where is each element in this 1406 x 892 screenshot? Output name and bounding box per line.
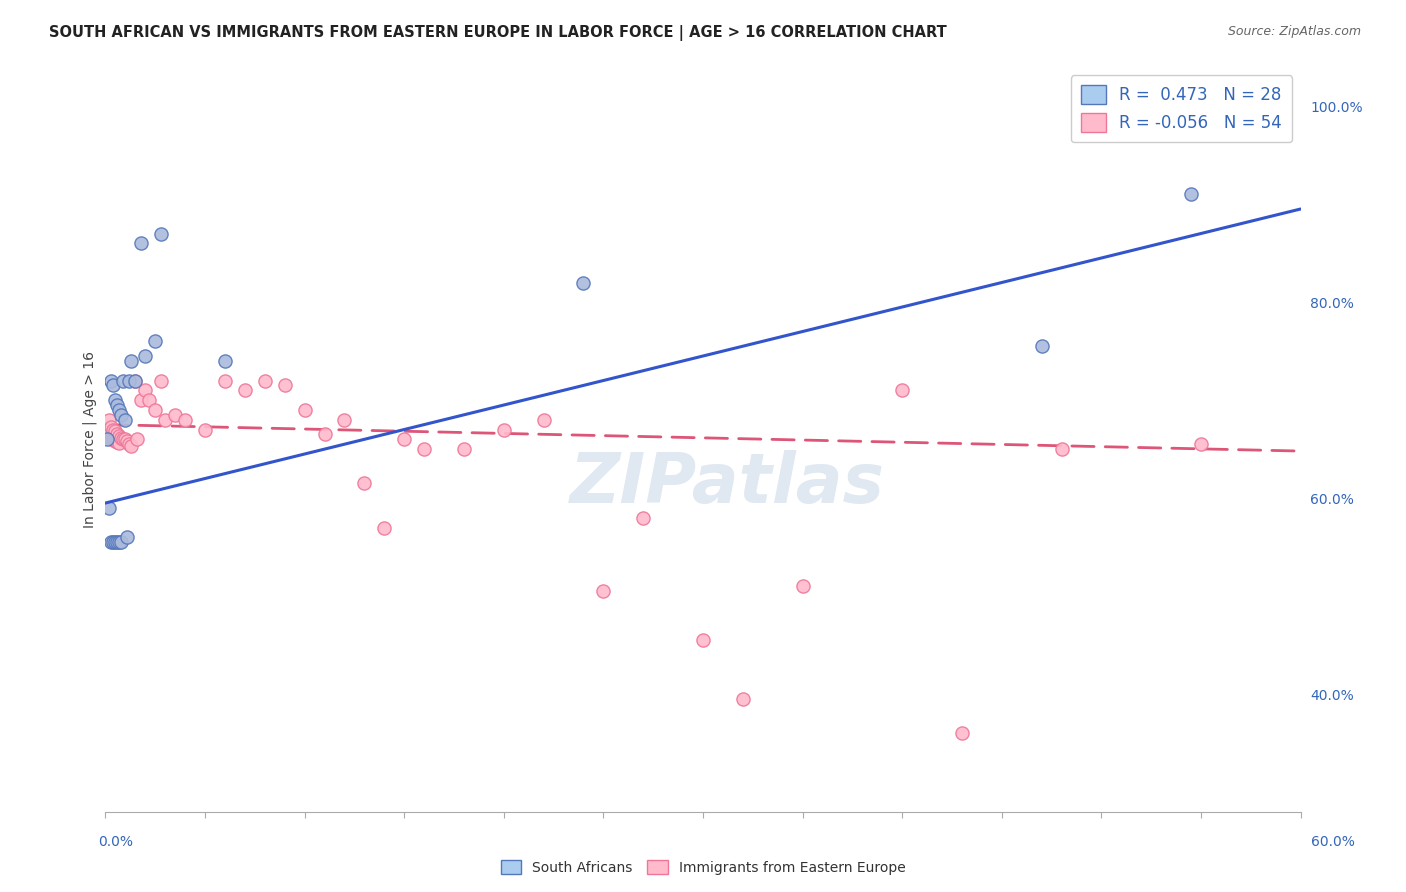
Point [98,500,121,515]
Point [107,427,129,442]
Point [143,334,166,349]
Text: 60.0%: 60.0% [1310,835,1355,848]
Point [110,408,132,422]
Y-axis label: In Labor Force | Age > 16: In Labor Force | Age > 16 [83,351,97,528]
Point [134,384,156,398]
Point [108,403,131,417]
Point [453,442,475,456]
Point [174,413,197,427]
Point [150,374,173,388]
Text: 0.0%: 0.0% [98,835,132,848]
Point [114,432,136,446]
Text: ZIPatlas: ZIPatlas [569,450,884,517]
Point [194,423,217,437]
Point [891,384,914,398]
Point [107,398,129,412]
Point [103,423,125,437]
Point [392,432,416,446]
Point [533,413,555,427]
Point [107,535,129,549]
Point [108,429,131,443]
Point [214,354,236,368]
Point [114,413,136,427]
Point [96,432,118,446]
Point [134,349,156,363]
Point [492,423,515,437]
Point [127,432,149,446]
Point [108,535,131,549]
Point [110,431,132,445]
Point [100,374,122,388]
Point [104,425,127,439]
Point [950,726,973,740]
Point [1031,339,1053,353]
Point [110,535,132,549]
Point [792,579,814,593]
Point [104,434,127,449]
Text: Source: ZipAtlas.com: Source: ZipAtlas.com [1227,25,1361,38]
Point [413,442,436,456]
Point [129,393,153,408]
Point [592,584,614,599]
Point [103,535,125,549]
Point [1189,437,1212,451]
Point [100,535,122,549]
Point [214,374,236,388]
Point [314,427,336,442]
Point [1050,442,1073,456]
Point [98,427,121,442]
Point [153,413,177,427]
Point [124,374,146,388]
Point [731,692,754,706]
Text: SOUTH AFRICAN VS IMMIGRANTS FROM EASTERN EUROPE IN LABOR FORCE | AGE > 16 CORREL: SOUTH AFRICAN VS IMMIGRANTS FROM EASTERN… [49,25,948,41]
Point [112,432,135,446]
Point [112,374,135,388]
Legend: R =  0.473   N = 28, R = -0.056   N = 54: R = 0.473 N = 28, R = -0.056 N = 54 [1071,75,1292,142]
Point [333,413,356,427]
Point [124,374,146,388]
Point [108,436,131,450]
Point [118,374,141,388]
Point [103,378,125,392]
Point [117,434,139,449]
Point [373,520,395,534]
Point [120,354,142,368]
Point [129,236,153,251]
Point [294,403,316,417]
Point [353,476,375,491]
Point [150,227,173,241]
Point [118,437,141,451]
Point [104,535,127,549]
Point [107,435,129,450]
Point [143,403,166,417]
Legend: South Africans, Immigrants from Eastern Europe: South Africans, Immigrants from Eastern … [495,855,911,880]
Point [273,378,295,392]
Point [117,530,139,544]
Point [96,427,118,442]
Point [100,419,122,434]
Point [233,384,256,398]
Point [572,276,595,290]
Point [692,633,714,648]
Point [96,423,118,437]
Point [98,413,121,427]
Point [120,439,142,453]
Point [104,393,127,408]
Point [103,432,125,446]
Point [100,432,122,446]
Point [1180,187,1202,202]
Point [633,510,655,524]
Point [253,374,276,388]
Point [165,408,187,422]
Point [138,393,160,408]
